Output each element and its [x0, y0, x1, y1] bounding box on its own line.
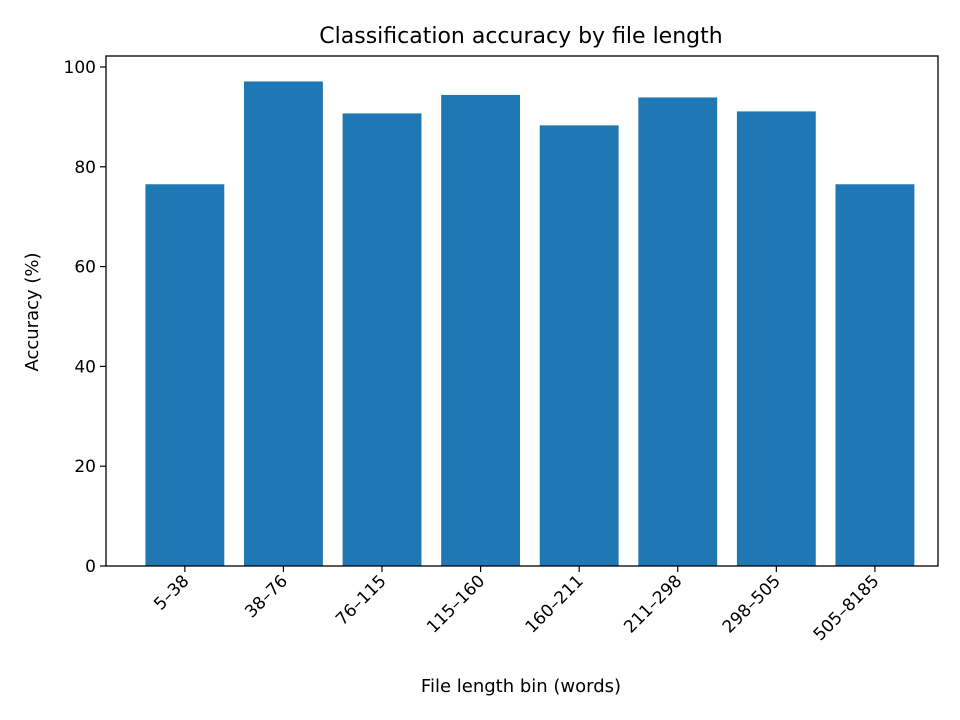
bars-group	[145, 81, 915, 567]
x-tick-label-3: 115–160	[423, 571, 489, 637]
x-tick-label-6: 298–505	[719, 571, 785, 637]
x-tick-label-4: 160–211	[522, 571, 588, 637]
y-tick-label-0: 0	[85, 557, 96, 577]
y-tick-label-4: 80	[74, 158, 96, 178]
chart-title: Classification accuracy by file length	[319, 24, 722, 49]
plot-frame	[105, 55, 939, 567]
bar-2	[342, 113, 422, 566]
x-axis-label: File length bin (words)	[421, 676, 621, 697]
y-tick-label-5: 100	[64, 58, 96, 78]
x-tick-label-7: 505–8185	[810, 571, 884, 645]
bar-5	[638, 97, 718, 566]
x-axis: 5–38 38–76 76–115 115–160 160–211 211–298 298–…	[150, 566, 883, 645]
y-tick-label-2: 40	[74, 357, 96, 377]
y-axis: 0 20 40 60 80 100	[64, 58, 106, 577]
bar-7	[835, 184, 915, 566]
x-tick-label-5: 211–298	[620, 571, 686, 637]
x-tick-label-1: 38–76	[241, 571, 292, 622]
bar-4	[539, 125, 619, 567]
x-tick-label-2: 76–115	[332, 571, 390, 629]
bar-1	[244, 81, 323, 566]
y-tick-label-3: 60	[74, 258, 96, 278]
bar-0	[145, 184, 225, 566]
x-tick-label-0: 5–38	[150, 571, 193, 614]
y-axis-label: Accuracy (%)	[22, 252, 43, 371]
y-tick-label-1: 20	[74, 457, 96, 477]
bar-3	[441, 94, 521, 566]
bar-6	[736, 111, 816, 566]
